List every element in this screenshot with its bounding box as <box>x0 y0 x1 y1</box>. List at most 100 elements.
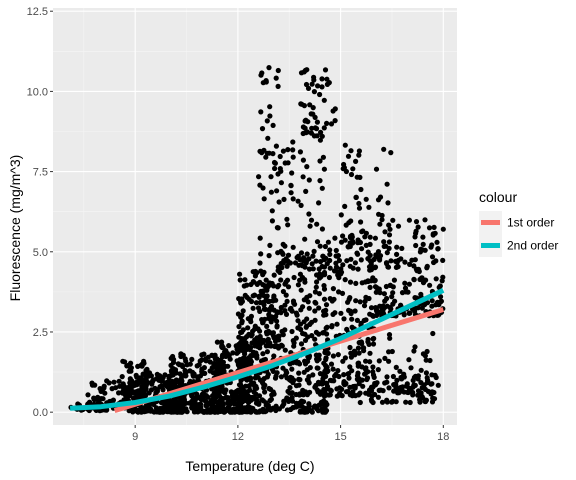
data-point <box>420 247 426 253</box>
data-point <box>168 381 174 387</box>
data-point <box>331 268 338 274</box>
data-point <box>399 387 405 393</box>
data-point <box>148 387 155 393</box>
data-point <box>405 289 411 295</box>
legend-title: colour <box>479 189 517 205</box>
data-point <box>252 292 258 298</box>
data-point <box>330 353 336 359</box>
data-point <box>311 133 317 139</box>
data-point <box>135 388 141 394</box>
y-tick-label: 12.5 <box>27 6 48 18</box>
data-point <box>314 119 320 125</box>
data-point <box>231 401 237 407</box>
data-point <box>383 260 390 266</box>
data-point <box>365 339 371 345</box>
data-point <box>290 154 296 160</box>
data-point <box>352 383 358 389</box>
data-point <box>362 366 368 372</box>
data-point <box>222 409 228 415</box>
data-point <box>262 409 268 415</box>
data-point <box>277 166 283 172</box>
data-point <box>298 287 304 293</box>
data-point <box>310 253 316 259</box>
data-point <box>257 408 263 414</box>
data-point <box>290 398 296 404</box>
data-point <box>406 281 412 287</box>
panel-background <box>53 8 457 425</box>
y-axis-ticks: 0.0 2.5 5.0 7.5 10.0 12.5 <box>27 6 53 419</box>
data-point <box>253 339 259 346</box>
data-point <box>358 257 364 263</box>
data-point <box>335 352 341 358</box>
data-point <box>309 81 315 87</box>
data-point <box>270 283 277 289</box>
data-point <box>268 174 274 180</box>
data-point <box>356 350 362 356</box>
data-point <box>363 294 369 300</box>
data-point <box>424 265 430 271</box>
data-point <box>246 331 252 337</box>
data-point <box>260 299 267 305</box>
data-point <box>253 300 259 306</box>
data-point <box>298 326 304 333</box>
data-point <box>422 386 428 392</box>
data-point <box>297 361 303 367</box>
data-point <box>270 151 276 157</box>
data-point <box>300 174 306 180</box>
data-point <box>307 223 313 229</box>
data-point <box>237 398 243 404</box>
data-point <box>376 358 382 364</box>
data-point <box>332 310 338 316</box>
data-point <box>302 337 309 343</box>
data-point <box>156 377 162 383</box>
data-point <box>358 339 364 345</box>
data-point <box>321 125 327 131</box>
data-point <box>261 196 267 202</box>
data-point <box>409 257 415 263</box>
data-point <box>407 261 413 267</box>
data-point <box>368 261 374 267</box>
data-point <box>271 391 277 397</box>
data-point <box>436 284 442 290</box>
data-point <box>193 404 199 410</box>
data-point <box>223 394 229 400</box>
data-point <box>313 126 320 132</box>
data-point <box>144 404 150 410</box>
data-point <box>302 331 308 337</box>
data-point <box>317 137 323 143</box>
data-point <box>298 202 304 208</box>
data-point <box>399 245 405 251</box>
data-point <box>403 399 409 405</box>
data-point <box>387 282 393 288</box>
data-point <box>278 310 284 316</box>
data-point <box>245 325 251 331</box>
data-point <box>264 118 270 124</box>
data-point <box>91 397 97 403</box>
data-point <box>423 397 429 403</box>
data-point <box>320 253 326 259</box>
data-point <box>183 369 189 375</box>
data-point <box>218 386 224 392</box>
legend: colour 1st order 2nd order <box>479 189 558 257</box>
data-point <box>317 91 323 98</box>
data-point <box>379 399 386 405</box>
data-point <box>259 70 265 76</box>
data-point <box>278 304 284 311</box>
data-point <box>248 298 255 305</box>
data-point <box>274 323 280 329</box>
data-point <box>180 363 186 370</box>
data-point <box>296 370 302 376</box>
data-point <box>368 278 374 284</box>
data-point <box>346 375 352 381</box>
data-point <box>272 160 278 166</box>
data-point <box>316 200 322 206</box>
data-point <box>278 180 284 186</box>
data-point <box>298 101 304 107</box>
data-point <box>293 335 299 341</box>
data-point <box>262 306 269 312</box>
data-point <box>359 246 365 252</box>
data-point <box>343 381 349 387</box>
data-point <box>253 391 259 397</box>
data-point <box>285 284 292 290</box>
data-point <box>246 395 252 401</box>
